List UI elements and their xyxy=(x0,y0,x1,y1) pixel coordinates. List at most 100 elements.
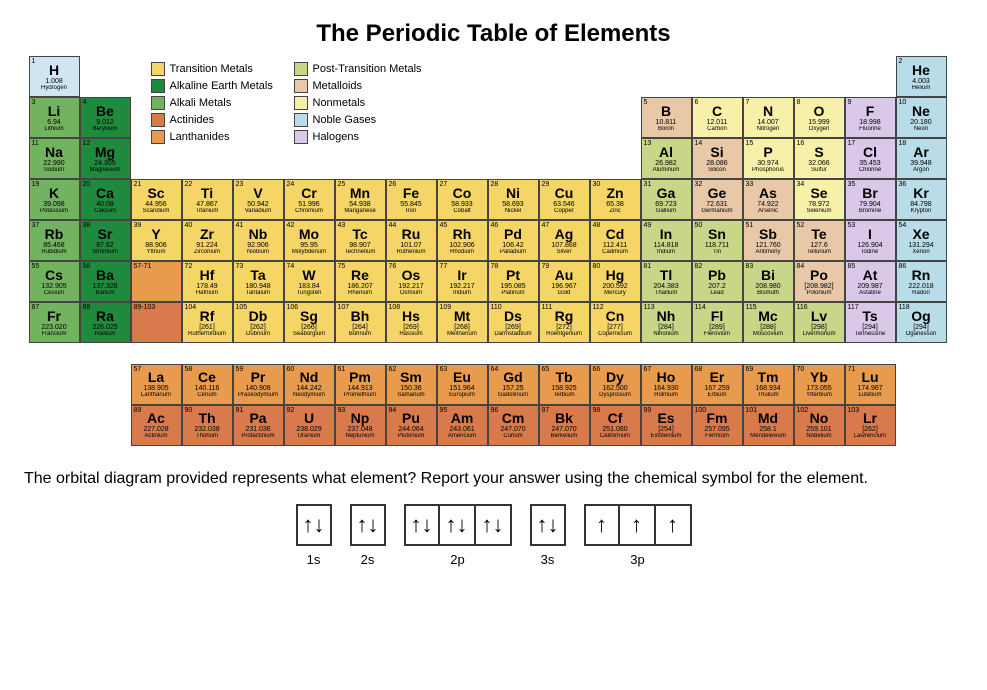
orbital-label: 3p xyxy=(630,552,644,567)
legend-swatch-icon xyxy=(294,62,308,76)
legend-label: Alkaline Earth Metals xyxy=(170,80,273,92)
element-cell: 96Cm247.070Curium xyxy=(488,405,539,446)
element-cell: 8O15.999Oxygen xyxy=(794,97,845,138)
legend-row: Actinides xyxy=(151,113,273,127)
legend-swatch-icon xyxy=(151,96,165,110)
element-cell: 34Se78.972Selenium xyxy=(794,179,845,220)
legend-swatch-icon xyxy=(151,79,165,93)
legend-label: Post-Transition Metals xyxy=(313,63,422,75)
element-cell: 64Gd157.25Gadolinium xyxy=(488,364,539,405)
element-cell: 62Sm150.36Samarium xyxy=(386,364,437,405)
element-cell: 19K39.098Potassium xyxy=(29,179,80,220)
element-cell: 99Es[254]Einsteinium xyxy=(641,405,692,446)
element-cell: 66Dy162.500Dysprosium xyxy=(590,364,641,405)
element-cell: 113Nh[284]Nihonium xyxy=(641,302,692,343)
element-cell: 76Os192.217Osmium xyxy=(386,261,437,302)
element-cell: 102No259.101Nobelium xyxy=(794,405,845,446)
element-cell: 58Ce140.116Cerium xyxy=(182,364,233,405)
element-cell: 98Cf251.080Californium xyxy=(590,405,641,446)
element-cell: 39Y88.906Yttrium xyxy=(131,220,182,261)
orbital-label: 3s xyxy=(541,552,555,567)
element-cell: 100Fm257.095Fermium xyxy=(692,405,743,446)
element-cell: 48Cd112.411Cadmium xyxy=(590,220,641,261)
element-cell: 51Sb121.760Antimony xyxy=(743,220,794,261)
orbital-box: ↑↓ xyxy=(530,504,566,546)
legend-row: Lanthanides xyxy=(151,130,273,144)
element-cell: 92U238.029Uranium xyxy=(284,405,335,446)
element-cell: 10Ne20.180Neon xyxy=(896,97,947,138)
orbital-box: ↑ xyxy=(620,504,656,546)
element-cell: 56Ba137.328Barium xyxy=(80,261,131,302)
element-cell: 91Pa231.036Protactinium xyxy=(233,405,284,446)
orbital-box: ↑↓ xyxy=(476,504,512,546)
orbital-group: ↑↓1s xyxy=(296,504,332,567)
element-cell: 60Nd144.242Neodymium xyxy=(284,364,335,405)
element-cell: 83Bi208.980Bismuth xyxy=(743,261,794,302)
element-cell: 77Ir192.217Iridium xyxy=(437,261,488,302)
legend-swatch-icon xyxy=(294,130,308,144)
element-cell: 67Ho164.930Holmium xyxy=(641,364,692,405)
legend-label: Noble Gases xyxy=(313,114,377,126)
element-cell: 80Hg200.592Mercury xyxy=(590,261,641,302)
element-cell: 117Ts[294]Tennessine xyxy=(845,302,896,343)
orbital-box: ↑ xyxy=(656,504,692,546)
element-cell: 14Si28.086Silicon xyxy=(692,138,743,179)
legend: Transition Metals Alkaline Earth Metals Al… xyxy=(151,62,273,144)
element-cell: 78Pt195.085Platinum xyxy=(488,261,539,302)
element-cell: 7N14.007Nitrogen xyxy=(743,97,794,138)
element-cell: 59Pr140.908Praseodymium xyxy=(233,364,284,405)
element-cell: 15P30.974Phosphorus xyxy=(743,138,794,179)
element-cell: 22Ti47.867Titanium xyxy=(182,179,233,220)
element-cell: 57-71 xyxy=(131,261,182,302)
element-cell: 42Mo95.95Molybdenum xyxy=(284,220,335,261)
element-cell: 54Xe131.294Xenon xyxy=(896,220,947,261)
element-cell: 32Ge72.631Germanium xyxy=(692,179,743,220)
element-cell: 49In114.818Indium xyxy=(641,220,692,261)
orbital-box: ↑ xyxy=(584,504,620,546)
element-cell: 9F18.998Fluorine xyxy=(845,97,896,138)
element-cell: 40Zr91.224Zirconium xyxy=(182,220,233,261)
element-cell: 89Ac227.028Actinium xyxy=(131,405,182,446)
element-cell: 94Pu244.064Plutonium xyxy=(386,405,437,446)
element-cell: 18Ar39.948Argon xyxy=(896,138,947,179)
legend-swatch-icon xyxy=(151,130,165,144)
element-cell: 89-103 xyxy=(131,302,182,343)
legend-label: Transition Metals xyxy=(170,63,253,75)
element-cell: 107Bh[264]Bohrium xyxy=(335,302,386,343)
orbital-group: ↑↓ 3s xyxy=(530,504,566,567)
legend-label: Lanthanides xyxy=(170,131,230,143)
element-cell: 110Ds[269]Darmstadtium xyxy=(488,302,539,343)
element-cell: 31Ga69.723Gallium xyxy=(641,179,692,220)
element-cell: 43Tc98.907Technetium xyxy=(335,220,386,261)
element-cell: 41Nb92.906Niobium xyxy=(233,220,284,261)
element-cell: 68Er167.259Erbium xyxy=(692,364,743,405)
element-cell: 11Na22.990Sodium xyxy=(29,138,80,179)
element-cell: 69Tm168.934Thulium xyxy=(743,364,794,405)
legend-row: Alkaline Earth Metals xyxy=(151,79,273,93)
element-cell: 5B10.811Boron xyxy=(641,97,692,138)
legend-label: Alkali Metals xyxy=(170,97,232,109)
element-cell: 118Og[294]Oganesson xyxy=(896,302,947,343)
element-cell: 25Mn54.938Manganese xyxy=(335,179,386,220)
orbital-boxes: ↑↓ xyxy=(530,504,566,546)
orbital-label: 2p xyxy=(450,552,464,567)
legend: Post-Transition MetalsMetalloidsNonmetal… xyxy=(294,62,422,144)
orbital-boxes: ↑↓ xyxy=(296,504,332,546)
legend-label: Halogens xyxy=(313,131,359,143)
legend-swatch-icon xyxy=(294,113,308,127)
element-cell: 3Li6.94Lithium xyxy=(29,97,80,138)
orbital-boxes: ↑↓↑↓↑↓ xyxy=(404,504,512,546)
element-cell: 112Cn[277]Copernicium xyxy=(590,302,641,343)
element-cell: 52Te127.6Tellurium xyxy=(794,220,845,261)
orbital-box: ↑↓ xyxy=(350,504,386,546)
legend-label: Actinides xyxy=(170,114,215,126)
element-cell: 88Ra226.025Radium xyxy=(80,302,131,343)
orbital-box: ↑↓ xyxy=(440,504,476,546)
element-cell: 2He4.003Helium xyxy=(896,56,947,97)
orbital-diagram: ↑↓1s↑↓2s↑↓↑↓↑↓2p↑↓3s↑↑↑3p xyxy=(16,504,971,567)
orbital-boxes: ↑↓ xyxy=(350,504,386,546)
legend-row: Nonmetals xyxy=(294,96,422,110)
element-cell: 105Db[262]Dubnium xyxy=(233,302,284,343)
element-cell: 21Sc44.956Scandium xyxy=(131,179,182,220)
element-cell: 44Ru101.07Ruthenium xyxy=(386,220,437,261)
